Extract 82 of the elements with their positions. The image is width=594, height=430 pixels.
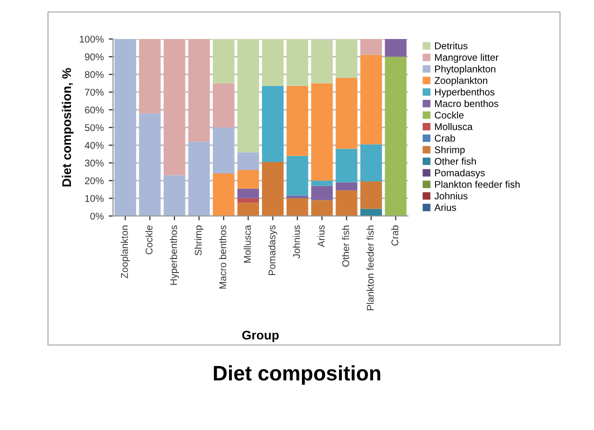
bar <box>311 186 333 200</box>
y-tick-label: 40% <box>84 142 104 149</box>
x-tick-label: Johnius <box>292 225 300 258</box>
bar <box>139 113 161 216</box>
bar <box>237 39 260 152</box>
y-tick-label: 80% <box>84 71 104 78</box>
bar <box>286 86 308 156</box>
legend-label: Plankton feeder fish <box>435 180 520 188</box>
y-tick-label: 100% <box>80 36 104 43</box>
y-tick-label: 60% <box>85 106 104 114</box>
bar <box>336 190 358 216</box>
bar <box>237 152 260 170</box>
x-tick-label: Other fish <box>342 226 350 267</box>
x-axis-title: Group <box>242 330 279 342</box>
bar <box>311 180 333 186</box>
bar <box>212 174 234 216</box>
bar <box>311 40 333 84</box>
bar <box>336 148 358 182</box>
legend-label: Detritus <box>435 42 468 50</box>
bar <box>336 39 358 78</box>
legend-label: Mollusca <box>435 122 473 130</box>
bar <box>286 196 308 198</box>
bar <box>212 39 234 84</box>
bar <box>262 162 284 216</box>
bar <box>360 181 382 209</box>
legend-label: Other fish <box>434 158 476 165</box>
bar <box>188 39 210 142</box>
legend-label: Arius <box>434 204 456 211</box>
bar <box>164 39 186 176</box>
x-tick-label: Zooplankton <box>120 226 130 278</box>
bar <box>286 156 308 196</box>
bar <box>237 170 260 189</box>
bar <box>360 144 382 182</box>
legend-label: Pomadasys <box>435 169 485 178</box>
bar <box>360 208 382 216</box>
legend-label: Crab <box>434 134 455 142</box>
y-tick-label: 50% <box>84 124 104 132</box>
y-tick-label: 20% <box>85 177 104 184</box>
bar <box>237 198 260 203</box>
x-tick-label: Crab <box>391 225 398 246</box>
legend-label: Phytoplankton <box>435 65 496 74</box>
bar <box>360 39 382 55</box>
bar <box>311 200 333 216</box>
bar <box>311 83 333 181</box>
x-tick-label: Pomadasys <box>268 225 278 276</box>
bar <box>336 182 358 190</box>
x-tick-label: Arius <box>317 225 325 248</box>
y-tick-label: 90% <box>84 53 104 60</box>
x-tick-label: Macro benthos <box>219 225 226 289</box>
text: Diet composition <box>214 365 380 385</box>
x-tick-label: Plankton feeder fish <box>366 226 374 310</box>
bar <box>212 128 234 174</box>
bar <box>212 83 234 128</box>
legend-label: Cockle <box>434 111 464 119</box>
bar <box>164 175 186 216</box>
bar <box>384 56 407 216</box>
x-tick-label: Shrimp <box>194 225 204 256</box>
y-tick-label: 70% <box>85 88 104 96</box>
bar <box>262 86 284 162</box>
bar <box>384 39 407 57</box>
bar <box>262 39 284 86</box>
legend-label: Shrimp <box>434 146 465 156</box>
y-tick-label: 10% <box>85 195 104 202</box>
x-tick-label: Mollusca <box>244 225 251 263</box>
bar <box>139 39 161 114</box>
legend-label: Hyperbenthos <box>435 88 494 98</box>
bar <box>286 198 308 216</box>
x-tick-label: Hyperbenthos <box>170 225 179 285</box>
y-tick-label: 0% <box>90 212 104 220</box>
legend-label: Johnius <box>434 192 468 200</box>
legend-label: Mangrove litter <box>435 54 498 63</box>
y-axis-title: Diet composition, % <box>62 68 74 186</box>
bar <box>286 39 308 86</box>
bar <box>237 202 260 216</box>
bar <box>237 188 260 198</box>
legend-label: Macro benthos <box>435 100 498 108</box>
legend-label: Zooplankton <box>434 76 488 86</box>
bar <box>336 78 358 149</box>
x-tick-label: Cockle <box>145 225 152 254</box>
bar <box>188 142 210 216</box>
y-tick-label: 30% <box>84 160 104 167</box>
bar <box>360 54 382 144</box>
